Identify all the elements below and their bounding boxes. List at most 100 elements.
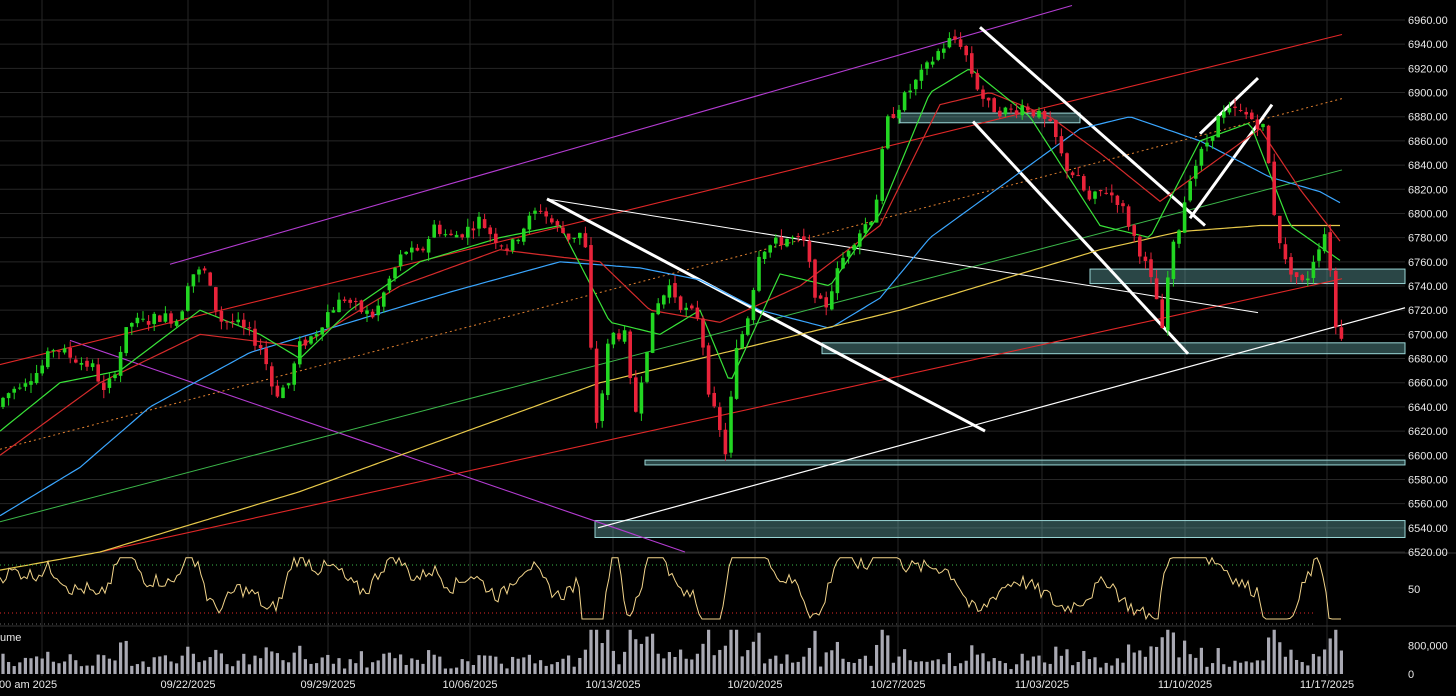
volume-bar bbox=[953, 666, 957, 674]
candle-body bbox=[247, 327, 252, 329]
candle-body bbox=[57, 350, 61, 352]
candle-body bbox=[1031, 109, 1036, 117]
candle-body bbox=[466, 226, 470, 238]
date-tick-label: 10/06/2025 bbox=[442, 679, 497, 691]
date-tick-label: 09/29/2025 bbox=[300, 679, 355, 691]
candle-body bbox=[398, 254, 403, 267]
volume-bar bbox=[511, 656, 515, 674]
candle-body bbox=[628, 331, 632, 379]
volume-bar bbox=[163, 655, 167, 674]
volume-bar bbox=[1104, 662, 1108, 674]
candle-body bbox=[1076, 175, 1080, 177]
candle-body bbox=[729, 396, 733, 453]
volume-bar bbox=[690, 659, 694, 674]
price-tick-label: 6660.00 bbox=[1408, 378, 1448, 390]
volume-bar bbox=[1, 653, 5, 674]
volume-bar bbox=[959, 663, 963, 674]
candle-body bbox=[846, 250, 851, 257]
candle-body bbox=[1, 397, 5, 407]
volume-bar bbox=[1227, 666, 1231, 674]
candle-body bbox=[690, 305, 694, 309]
candle-body bbox=[589, 245, 593, 348]
candle-body bbox=[975, 73, 980, 90]
candle-body bbox=[275, 385, 280, 397]
volume-bar bbox=[264, 647, 268, 674]
volume-bar bbox=[1216, 648, 1220, 674]
volume-bar bbox=[1048, 663, 1052, 674]
candle-body bbox=[1082, 176, 1086, 191]
volume-bar bbox=[443, 668, 447, 674]
volume-bar bbox=[1138, 650, 1142, 674]
volume-bar bbox=[628, 629, 632, 674]
candle-body bbox=[124, 327, 128, 354]
candle-body bbox=[1177, 230, 1181, 244]
candle-body bbox=[348, 299, 352, 303]
candle-body bbox=[678, 296, 683, 310]
candle-body bbox=[342, 299, 347, 301]
candle-body bbox=[762, 251, 767, 260]
candle-body bbox=[1143, 256, 1148, 261]
volume-bar bbox=[656, 653, 660, 674]
candle-body bbox=[1003, 107, 1008, 115]
candle-body bbox=[600, 393, 604, 422]
candle-body bbox=[454, 234, 459, 238]
volume-bar bbox=[169, 661, 173, 674]
candle-body bbox=[79, 362, 84, 365]
volume-bar bbox=[1328, 638, 1332, 674]
volume-bar bbox=[359, 651, 363, 674]
date-tick-label: 10/27/2025 bbox=[870, 679, 925, 691]
volume-bar bbox=[1199, 647, 1203, 674]
volume-panel-label: ume bbox=[0, 632, 21, 644]
volume-bar bbox=[1334, 629, 1338, 674]
volume-bar bbox=[975, 654, 979, 674]
candle-body bbox=[326, 312, 330, 328]
candle-body bbox=[1255, 119, 1260, 130]
volume-bar bbox=[1059, 655, 1063, 674]
volume-bar bbox=[1205, 666, 1209, 674]
candle-body bbox=[1250, 112, 1254, 120]
volume-bar bbox=[124, 640, 128, 674]
candle-body bbox=[818, 295, 823, 299]
trend-line bbox=[597, 307, 1406, 529]
volume-bar bbox=[1160, 637, 1164, 674]
volume-bar bbox=[891, 662, 895, 674]
volume-bar bbox=[600, 643, 604, 674]
volume-bar bbox=[583, 649, 587, 674]
volume-bar bbox=[908, 660, 912, 674]
candle-body bbox=[1020, 105, 1024, 116]
volume-bar bbox=[701, 643, 705, 674]
volume-bar bbox=[807, 647, 811, 674]
date-tick-label: 11/17/2025 bbox=[1300, 679, 1354, 691]
candle-body bbox=[1216, 116, 1220, 138]
volume-bar bbox=[415, 659, 419, 674]
volume-bar bbox=[203, 660, 207, 674]
volume-bar bbox=[35, 656, 39, 674]
candle-body bbox=[779, 236, 784, 246]
price-tick-label: 6800.00 bbox=[1408, 208, 1448, 220]
volume-bar bbox=[130, 665, 134, 674]
volume-bar bbox=[970, 645, 974, 674]
volume-bar bbox=[393, 658, 397, 674]
candle-body bbox=[6, 393, 11, 399]
volume-bar bbox=[455, 667, 459, 674]
volume-bar bbox=[561, 658, 565, 674]
volume-bar bbox=[494, 656, 498, 674]
volume-bar bbox=[253, 655, 257, 674]
volume-bar bbox=[488, 655, 492, 674]
candle-body bbox=[886, 116, 890, 149]
volume-bar bbox=[987, 661, 991, 674]
volume-bar bbox=[1188, 654, 1192, 674]
candle-body bbox=[796, 236, 800, 238]
volume-bar bbox=[667, 652, 671, 674]
candle-body bbox=[998, 110, 1002, 117]
candle-body bbox=[270, 366, 274, 387]
candle-body bbox=[617, 333, 621, 340]
candle-body bbox=[264, 348, 268, 365]
volume-bar bbox=[751, 641, 755, 674]
candle-body bbox=[281, 387, 285, 399]
volume-bar bbox=[695, 653, 699, 674]
volume-bar bbox=[1127, 644, 1131, 674]
candle-body bbox=[1311, 261, 1316, 278]
candle-body bbox=[1272, 161, 1276, 215]
